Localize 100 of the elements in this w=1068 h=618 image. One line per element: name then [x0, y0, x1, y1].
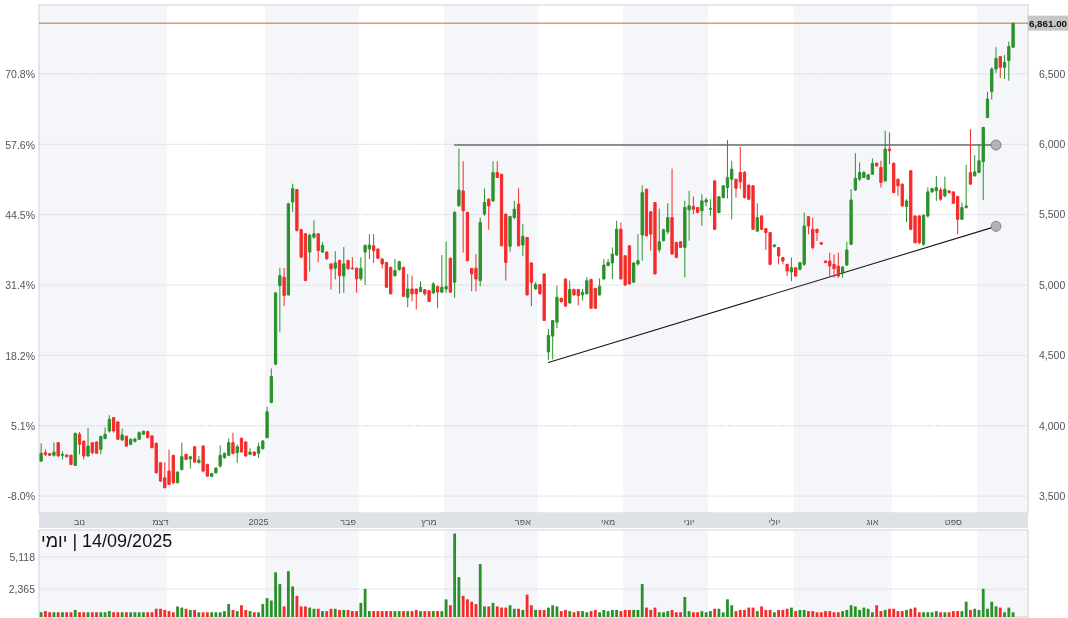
- candlestick: [457, 148, 461, 208]
- bar: [764, 609, 768, 617]
- candlestick: [755, 202, 759, 233]
- bar: [48, 612, 52, 617]
- bar: [235, 611, 239, 617]
- candlestick: [917, 214, 921, 245]
- bar: [606, 611, 610, 617]
- candlestick: [371, 233, 376, 264]
- bar: [308, 607, 312, 617]
- candlestick: [836, 252, 840, 279]
- bar: [73, 609, 77, 617]
- bar: [947, 612, 951, 617]
- bar: [299, 606, 303, 617]
- candlestick: [248, 447, 252, 456]
- bar: [709, 611, 712, 617]
- bar: [180, 607, 184, 617]
- candlestick: [998, 55, 1002, 79]
- bar: [385, 611, 388, 617]
- candlestick: [533, 281, 538, 290]
- candlestick: [985, 91, 990, 119]
- bar: [210, 612, 214, 617]
- bar: [1003, 612, 1006, 617]
- bar: [981, 588, 985, 617]
- bar: [738, 609, 742, 617]
- x-tick-label: ספט: [944, 516, 963, 527]
- candlestick: [265, 406, 269, 439]
- bar: [82, 612, 86, 617]
- bar: [282, 606, 286, 617]
- candlestick: [640, 184, 644, 262]
- bar: [888, 608, 891, 617]
- bar: [99, 612, 103, 617]
- bar: [828, 611, 832, 617]
- candlestick: [316, 233, 320, 263]
- bar: [402, 611, 405, 617]
- candlestick: [568, 280, 572, 305]
- bar: [95, 612, 98, 617]
- bar: [124, 612, 128, 617]
- bar: [478, 564, 482, 617]
- y-tick-label: 5,500: [1039, 208, 1066, 221]
- bar: [159, 608, 162, 617]
- bar: [845, 609, 849, 617]
- candlestick: [832, 253, 836, 279]
- candlestick: [597, 277, 602, 297]
- candlestick: [811, 217, 815, 250]
- y2-tick-label: 44.5%: [5, 208, 35, 221]
- bar: [645, 607, 648, 617]
- bar: [666, 611, 670, 617]
- bar: [777, 609, 781, 617]
- candlestick: [968, 128, 973, 185]
- candlestick: [657, 207, 661, 253]
- bar: [581, 611, 584, 617]
- bar: [1007, 607, 1011, 617]
- bar: [120, 612, 124, 617]
- bar: [922, 612, 925, 617]
- candlestick: [184, 453, 188, 461]
- bar: [431, 611, 435, 617]
- candlestick: [192, 445, 197, 464]
- bar: [900, 611, 904, 617]
- bar: [939, 612, 943, 617]
- bar: [568, 611, 572, 617]
- bar: [495, 606, 499, 617]
- candlestick: [43, 448, 48, 457]
- bar: [905, 609, 908, 617]
- bar: [470, 601, 474, 617]
- candlestick: [870, 158, 875, 176]
- candlestick: [465, 211, 470, 262]
- bar: [696, 612, 700, 617]
- bar: [836, 612, 840, 617]
- candlestick: [86, 427, 90, 458]
- bar: [790, 607, 793, 617]
- bar: [461, 595, 465, 617]
- candlestick: [452, 210, 457, 299]
- candlestick: [487, 197, 491, 231]
- bar: [534, 609, 538, 617]
- candlestick: [853, 152, 857, 192]
- candlestick: [879, 160, 883, 189]
- candlestick: [802, 212, 806, 267]
- bar: [444, 599, 448, 617]
- candlestick: [231, 432, 235, 455]
- bar: [883, 609, 887, 617]
- candlestick: [235, 443, 239, 464]
- bar: [538, 609, 542, 617]
- bar: [504, 607, 508, 617]
- candlestick: [521, 223, 525, 257]
- y-tick-label: 5,118: [9, 550, 36, 563]
- bar: [453, 533, 457, 617]
- candlestick: [107, 414, 111, 434]
- candlestick: [461, 160, 465, 254]
- candlestick: [653, 201, 657, 275]
- bar: [772, 612, 776, 617]
- candlestick: [129, 437, 133, 446]
- bar: [227, 604, 231, 617]
- bar: [466, 599, 469, 617]
- bar: [593, 609, 597, 617]
- bar: [321, 611, 324, 617]
- bar: [107, 611, 111, 617]
- y2-tick-label: 18.2%: [5, 349, 35, 362]
- candlestick: [52, 442, 56, 458]
- bar: [713, 608, 717, 617]
- candlestick: [406, 273, 410, 308]
